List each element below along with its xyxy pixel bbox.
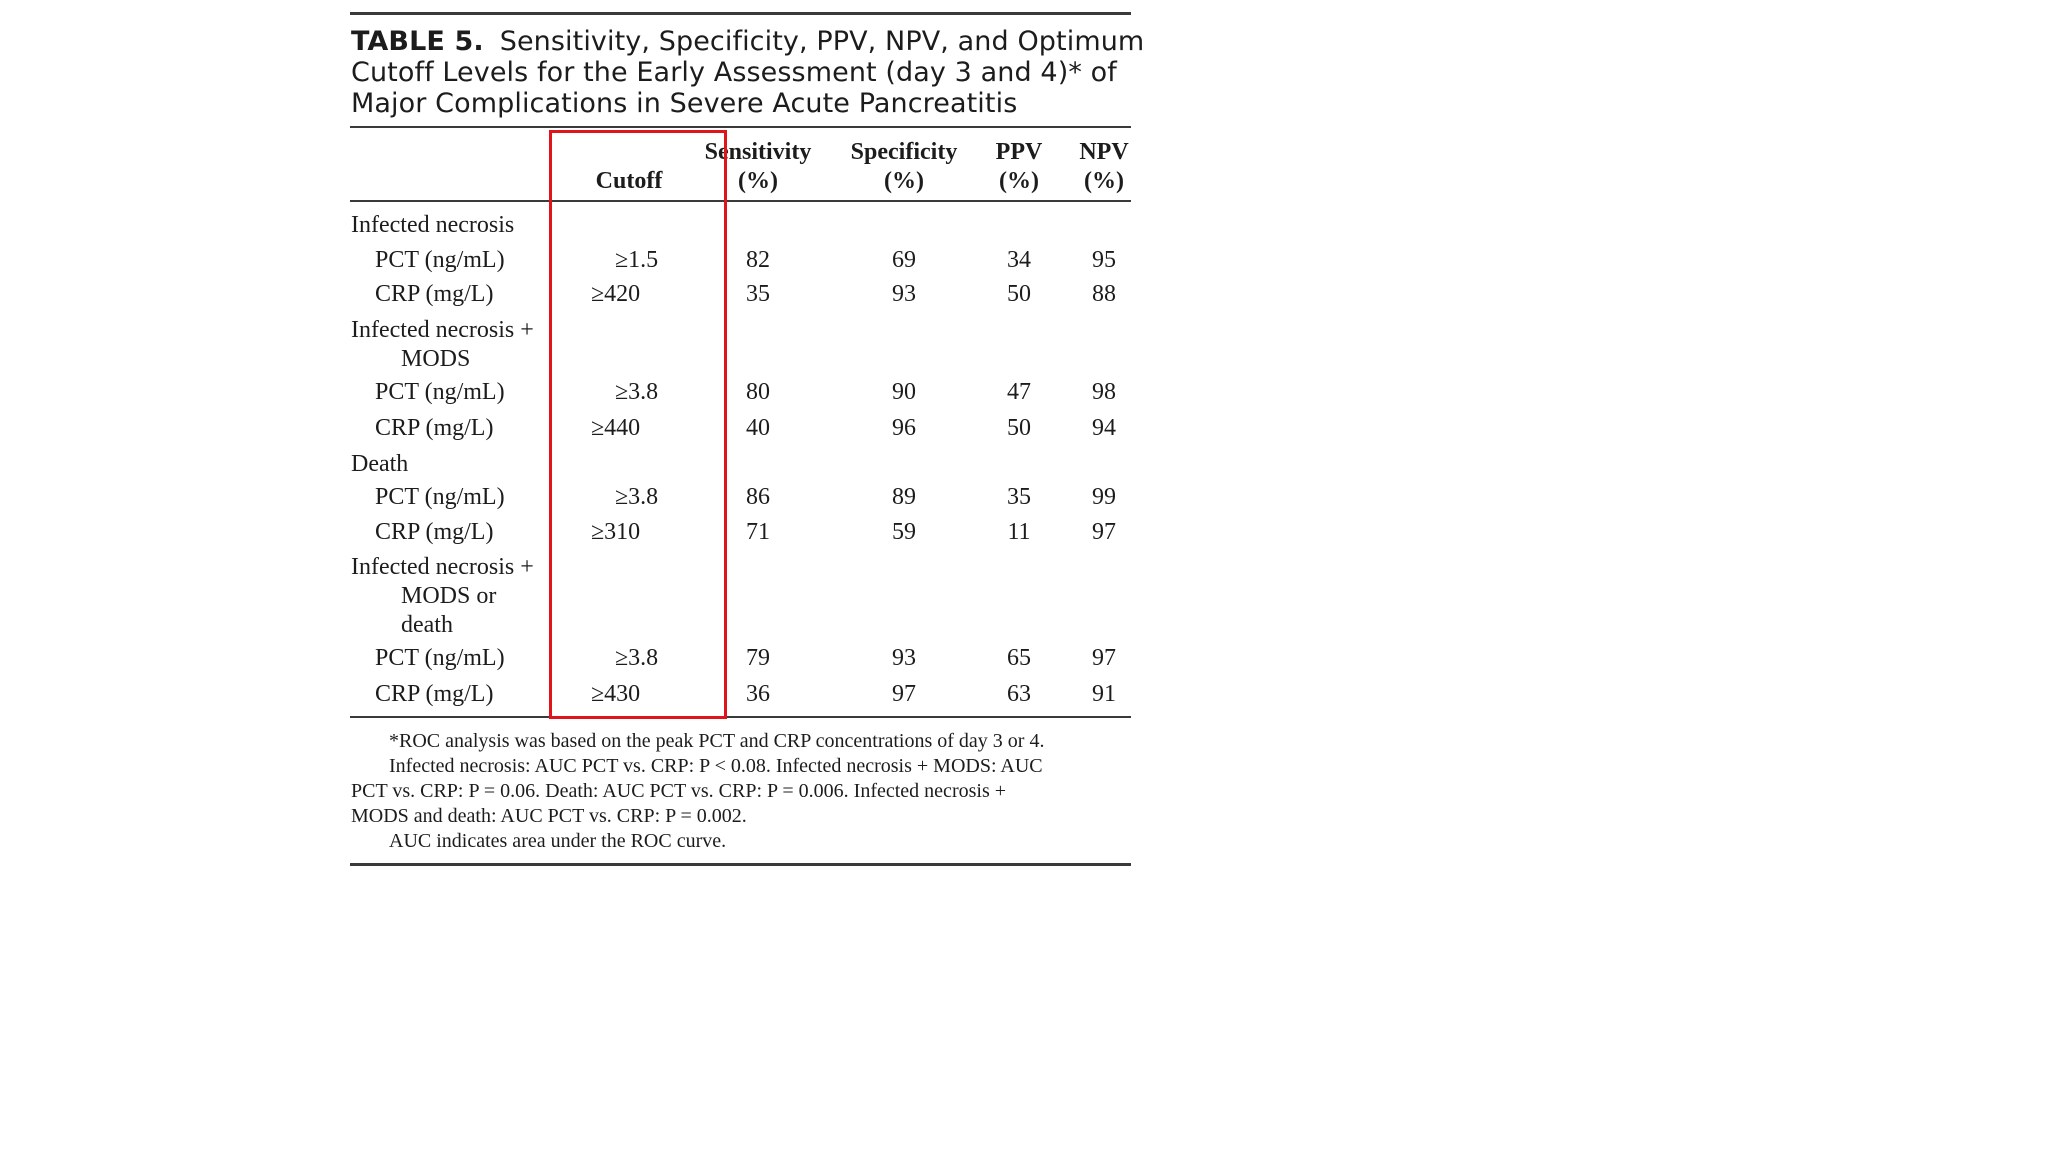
table-title-line-3: Major Complications in Severe Acute Panc… <box>351 88 1018 119</box>
row-cutoff: ≥3.8 <box>615 379 659 405</box>
row-marker: PCT (ng/mL) <box>375 379 505 405</box>
footnote-line: Infected necrosis: AUC PCT vs. CRP: P < … <box>389 755 1043 777</box>
row-marker: CRP (mg/L) <box>375 519 494 545</box>
row-sensitivity: 82 <box>746 247 770 273</box>
header-cutoff: Cutoff <box>595 168 663 194</box>
row-ppv: 50 <box>1007 281 1031 307</box>
row-marker: PCT (ng/mL) <box>375 247 505 273</box>
table-title-line-1: TABLE 5. Sensitivity, Specificity, PPV, N… <box>351 26 1144 57</box>
row-sensitivity: 79 <box>746 645 770 671</box>
footnote-line: PCT vs. CRP: P = 0.06. Death: AUC PCT vs… <box>351 780 1006 802</box>
row-specificity: 93 <box>892 281 916 307</box>
row-npv: 95 <box>1092 247 1116 273</box>
row-specificity: 96 <box>892 415 916 441</box>
row-ppv: 50 <box>1007 415 1031 441</box>
header-ppv-unit: (%) <box>999 168 1039 194</box>
header-ppv: PPV <box>995 139 1043 165</box>
title-rule <box>350 126 1131 128</box>
group-label: Infected necrosis + <box>351 554 534 580</box>
row-cutoff: ≥1.5 <box>615 247 659 273</box>
row-sensitivity: 86 <box>746 484 770 510</box>
row-cutoff: ≥310 <box>591 519 641 545</box>
row-specificity: 97 <box>892 681 916 707</box>
group-label-continued: death <box>401 612 453 638</box>
row-specificity: 69 <box>892 247 916 273</box>
row-cutoff: ≥420 <box>591 281 641 307</box>
cutoff-column-highlight <box>549 130 727 719</box>
row-ppv: 63 <box>1007 681 1031 707</box>
row-sensitivity: 36 <box>746 681 770 707</box>
table-label: TABLE 5. <box>351 26 484 57</box>
row-marker: PCT (ng/mL) <box>375 645 505 671</box>
row-sensitivity: 71 <box>746 519 770 545</box>
row-ppv: 47 <box>1007 379 1031 405</box>
footnote-line: AUC indicates area under the ROC curve. <box>389 830 727 852</box>
row-specificity: 89 <box>892 484 916 510</box>
header-sensitivity: Sensitivity <box>704 139 812 165</box>
header-specificity: Specificity <box>850 139 958 165</box>
row-npv: 91 <box>1092 681 1116 707</box>
row-sensitivity: 35 <box>746 281 770 307</box>
row-cutoff: ≥3.8 <box>615 484 659 510</box>
row-ppv: 35 <box>1007 484 1031 510</box>
top-rule <box>350 12 1131 15</box>
row-npv: 88 <box>1092 281 1116 307</box>
row-ppv: 65 <box>1007 645 1031 671</box>
group-label: Death <box>351 451 409 477</box>
row-npv: 99 <box>1092 484 1116 510</box>
row-marker: CRP (mg/L) <box>375 415 494 441</box>
header-npv: NPV <box>1079 139 1129 165</box>
row-npv: 97 <box>1092 519 1116 545</box>
row-specificity: 93 <box>892 645 916 671</box>
row-sensitivity: 40 <box>746 415 770 441</box>
row-marker: CRP (mg/L) <box>375 681 494 707</box>
row-marker: CRP (mg/L) <box>375 281 494 307</box>
header-sensitivity-unit: (%) <box>738 168 778 194</box>
group-label-continued: MODS <box>401 346 471 372</box>
header-rule <box>350 200 1131 202</box>
bottom-rule <box>350 863 1131 866</box>
row-npv: 97 <box>1092 645 1116 671</box>
body-rule <box>350 716 1131 718</box>
row-npv: 94 <box>1092 415 1116 441</box>
row-specificity: 90 <box>892 379 916 405</box>
footnote-line: *ROC analysis was based on the peak PCT … <box>389 730 1045 752</box>
row-specificity: 59 <box>892 519 916 545</box>
header-specificity-unit: (%) <box>884 168 924 194</box>
group-label: Infected necrosis <box>351 212 515 238</box>
row-cutoff: ≥430 <box>591 681 641 707</box>
footnote-line: MODS and death: AUC PCT vs. CRP: P = 0.0… <box>351 805 747 827</box>
group-label: Infected necrosis + <box>351 317 534 343</box>
group-label-continued: MODS or <box>401 583 497 609</box>
row-marker: PCT (ng/mL) <box>375 484 505 510</box>
row-npv: 98 <box>1092 379 1116 405</box>
header-npv-unit: (%) <box>1084 168 1124 194</box>
row-ppv: 11 <box>1007 519 1031 545</box>
row-cutoff: ≥3.8 <box>615 645 659 671</box>
table-title-line-2: Cutoff Levels for the Early Assessment (… <box>351 57 1117 88</box>
row-cutoff: ≥440 <box>591 415 641 441</box>
row-sensitivity: 80 <box>746 379 770 405</box>
row-ppv: 34 <box>1007 247 1031 273</box>
table-title-text-1: Sensitivity, Specificity, PPV, NPV, and … <box>499 26 1145 57</box>
